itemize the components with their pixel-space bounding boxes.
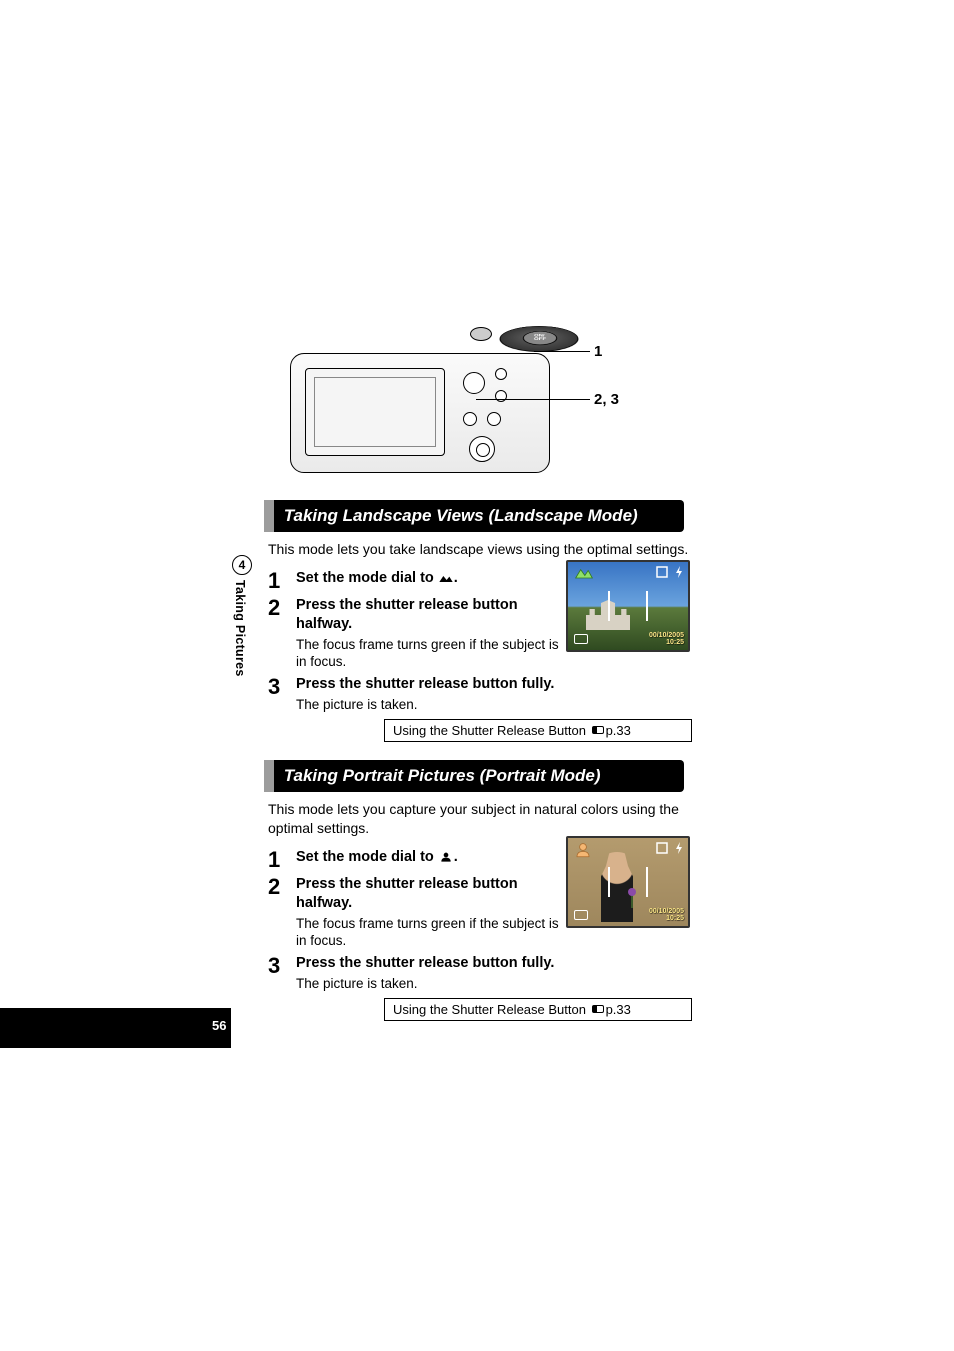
step-body: Press the shutter release button halfway… — [296, 596, 568, 671]
step-title: Press the shutter release button halfway… — [296, 596, 562, 634]
landscape-header: Taking Landscape Views (Landscape Mode) — [274, 500, 684, 532]
camera-button-5-inner — [476, 443, 490, 457]
focus-bracket — [608, 591, 648, 621]
flash-icon — [674, 566, 684, 578]
portrait-header: Taking Portrait Pictures (Portrait Mode) — [274, 760, 684, 792]
ref-page: p.33 — [606, 1002, 631, 1017]
step-number: 1 — [268, 848, 296, 871]
step-body: Set the mode dial to . — [296, 569, 568, 588]
page-ref-icon — [592, 726, 604, 734]
step-title-post: . — [454, 570, 458, 586]
lcd-date: 00/10/2005 — [649, 908, 684, 915]
step-row: 2 Press the shutter release button halfw… — [268, 596, 568, 671]
lcd-time: 10:25 — [666, 639, 684, 646]
portrait-mode-icon — [438, 851, 454, 863]
nav-pad-illustration — [463, 372, 485, 394]
portrait-ref-box: Using the Shutter Release Button p.33 — [384, 998, 692, 1021]
landscape-header-wrap: Taking Landscape Views (Landscape Mode) — [264, 500, 684, 532]
step-number: 2 — [268, 875, 296, 898]
step-title: Set the mode dial to . — [296, 849, 458, 865]
camera-diagram: ON/OFF 1 2, 3 — [290, 325, 620, 490]
step-row: 3 Press the shutter release button fully… — [268, 954, 568, 992]
camera-body — [290, 353, 550, 473]
step-number: 1 — [268, 569, 296, 592]
camera-button-5 — [469, 436, 495, 462]
lcd-preview-portrait: 00/10/2005 10:25 — [566, 836, 690, 928]
step-desc: The picture is taken. — [296, 696, 562, 714]
lcd-datetime: 00/10/2005 10:25 — [649, 908, 684, 923]
shutter-button-illustration — [470, 327, 492, 341]
ref-page: p.33 — [606, 723, 631, 738]
leader-label-2: 2, 3 — [594, 391, 619, 408]
step-desc: The focus frame turns green if the subje… — [296, 915, 562, 950]
mode-symbol-portrait — [574, 842, 592, 863]
step-title: Press the shutter release button fully. — [296, 954, 562, 973]
card-icon — [574, 634, 588, 644]
mode-symbol-landscape — [574, 566, 594, 585]
lcd-time: 10:25 — [666, 915, 684, 922]
camera-button-1 — [495, 368, 507, 380]
step-desc: The picture is taken. — [296, 975, 562, 993]
step-number: 2 — [268, 596, 296, 619]
ref-text: Using the Shutter Release Button — [393, 723, 586, 738]
portrait-header-wrap: Taking Portrait Pictures (Portrait Mode) — [264, 760, 684, 792]
landscape-steps: 1 Set the mode dial to . 2 Press the shu… — [268, 569, 568, 713]
step-title: Set the mode dial to . — [296, 570, 458, 586]
page-footer-bar — [0, 1008, 231, 1048]
portrait-intro: This mode lets you capture your subject … — [268, 800, 690, 838]
focus-bracket — [608, 867, 648, 897]
lcd-preview-landscape: 00/10/2005 10:25 — [566, 560, 690, 652]
leader-line-2 — [476, 399, 590, 400]
chapter-number: 4 — [239, 558, 246, 572]
page-ref-icon — [592, 1005, 604, 1013]
header-grey-lead — [264, 500, 274, 532]
landscape-intro: This mode lets you take landscape views … — [268, 540, 690, 559]
page-number: 56 — [212, 1018, 226, 1033]
camera-button-4 — [487, 412, 501, 426]
step-row: 2 Press the shutter release button halfw… — [268, 875, 568, 950]
lcd-date: 00/10/2005 — [649, 632, 684, 639]
card-icon — [574, 910, 588, 920]
landscape-mode-icon — [438, 572, 454, 584]
power-label: ON/OFF — [534, 334, 547, 341]
camera-button-3 — [463, 412, 477, 426]
memory-icon — [656, 842, 668, 854]
leader-line-1 — [534, 351, 590, 352]
mode-dial-center: ON/OFF — [521, 331, 558, 345]
step-body: Press the shutter release button fully. … — [296, 954, 568, 992]
step-body: Press the shutter release button fully. … — [296, 675, 568, 713]
memory-icon — [656, 566, 668, 578]
lcd-top-icons — [656, 566, 684, 578]
camera-button-2 — [495, 390, 507, 402]
step-body: Press the shutter release button halfway… — [296, 875, 568, 950]
mode-dial-illustration: ON/OFF — [493, 326, 585, 352]
portrait-steps: 1 Set the mode dial to . 2 Press the shu… — [268, 848, 568, 992]
step-desc: The focus frame turns green if the subje… — [296, 636, 562, 671]
chapter-title-vertical: Taking Pictures — [233, 580, 247, 677]
step-number: 3 — [268, 675, 296, 698]
step-number: 3 — [268, 954, 296, 977]
camera-lcd — [305, 368, 445, 456]
step-body: Set the mode dial to . — [296, 848, 568, 867]
step-title-pre: Set the mode dial to — [296, 570, 438, 586]
lcd-top-icons — [656, 842, 684, 854]
lcd-datetime: 00/10/2005 10:25 — [649, 632, 684, 647]
flash-icon — [674, 842, 684, 854]
chapter-number-badge: 4 — [232, 555, 252, 575]
landscape-ref-box: Using the Shutter Release Button p.33 — [384, 719, 692, 742]
step-row: 1 Set the mode dial to . — [268, 848, 568, 871]
leader-label-1: 1 — [594, 343, 602, 360]
camera-lcd-inner — [314, 377, 436, 447]
ref-text: Using the Shutter Release Button — [393, 1002, 586, 1017]
step-row: 1 Set the mode dial to . — [268, 569, 568, 592]
step-title-post: . — [454, 849, 458, 865]
step-title: Press the shutter release button halfway… — [296, 875, 562, 913]
step-title-pre: Set the mode dial to — [296, 849, 438, 865]
header-grey-lead — [264, 760, 274, 792]
step-title: Press the shutter release button fully. — [296, 675, 562, 694]
step-row: 3 Press the shutter release button fully… — [268, 675, 568, 713]
